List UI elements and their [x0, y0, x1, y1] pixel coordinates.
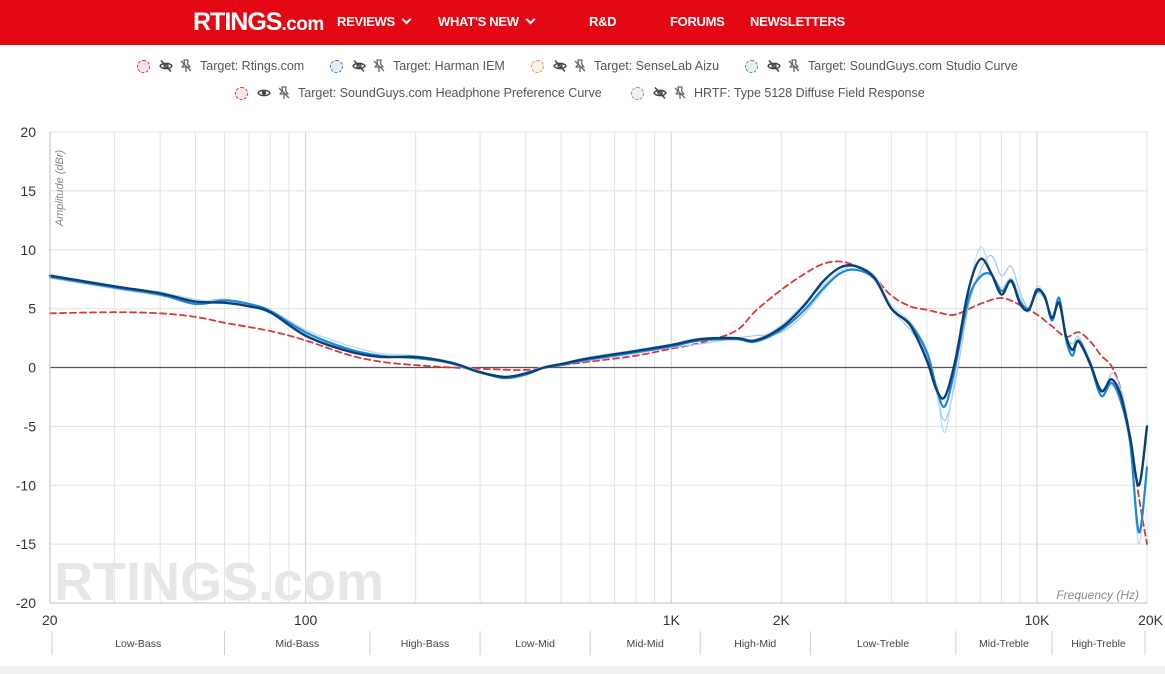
chart-bands: Low-Bass Mid-Bass High-Bass Low-Mid Mid-Mid H… [51, 631, 1146, 655]
y-tick-label: -15 [16, 536, 36, 552]
nav-rnd-label: R&D [589, 14, 617, 29]
nav-newsletters[interactable]: NEWSLETTERS [750, 14, 845, 29]
series-line-light-2 [49, 246, 1148, 545]
band-label: High-Mid [734, 638, 776, 650]
legend-label: Target: Rtings.com [200, 59, 305, 73]
pin-off-icon[interactable] [371, 58, 387, 74]
logo-suffix: .com [281, 14, 324, 35]
legend-item-rtings[interactable]: Target: Rtings.com [137, 56, 304, 76]
pin-off-icon[interactable] [572, 58, 588, 74]
top-nav-bar: RTINGS.com REVIEWS WHAT'S NEW R&D FORUMS… [0, 0, 1165, 45]
legend-label: Target: SoundGuys.com Headphone Preferen… [298, 86, 602, 100]
legend-item-harman[interactable]: Target: Harman IEM [330, 56, 505, 76]
eye-slash-icon[interactable] [552, 58, 568, 74]
y-tick-label: -10 [16, 477, 36, 493]
x-tick-label: 2K [773, 612, 791, 628]
legend-swatch [745, 59, 758, 73]
legend-swatch [137, 59, 150, 73]
series-line-dark-4 [48, 257, 1149, 487]
band-label: Low-Mid [515, 638, 555, 650]
x-tick-label: 100 [294, 612, 318, 628]
eye-slash-icon[interactable] [652, 85, 668, 101]
x-tick-label: 20K [1138, 612, 1164, 628]
rtings-logo[interactable]: RTINGS.com [193, 8, 324, 37]
pin-off-icon[interactable] [672, 85, 688, 101]
y-tick-label: -20 [16, 595, 36, 611]
nav-forums[interactable]: FORUMS [670, 14, 725, 29]
frequency-response-chart: RTINGS.com -20 -15 -10 -5 0 5 10 15 20 20 100 1K 2K 1… [16, 124, 1164, 655]
y-tick-label: 10 [20, 242, 36, 258]
nav-reviews[interactable]: REVIEWS [337, 14, 412, 29]
y-tick-label: 5 [28, 301, 36, 317]
legend-swatch [235, 86, 248, 100]
nav-newsletters-label: NEWSLETTERS [750, 14, 845, 29]
y-tick-label: -5 [24, 418, 37, 434]
series-line-light-1 [49, 255, 1148, 533]
pin-off-icon[interactable] [786, 58, 802, 74]
legend-item-senselab[interactable]: Target: SenseLab Aizu [531, 56, 719, 76]
y-tick-label: 0 [28, 360, 36, 376]
legend-swatch [531, 59, 544, 73]
chevron-down-icon [401, 14, 412, 25]
legend-label: Target: SenseLab Aizu [594, 59, 720, 73]
y-tick-label: 20 [20, 124, 36, 140]
legend-row-2: Target: SoundGuys.com Headphone Preferen… [0, 83, 1165, 103]
band-label: Low-Bass [115, 638, 161, 650]
chevron-down-icon [525, 14, 536, 25]
series-line-target-0 [49, 260, 1148, 545]
band-label: Mid-Bass [275, 638, 319, 650]
chart-watermark: RTINGS.com [54, 552, 384, 612]
legend-item-hrtf-5128[interactable]: HRTF: Type 5128 Diffuse Field Response [631, 83, 925, 103]
chart-grid [49, 131, 1148, 604]
eye-slash-icon[interactable] [351, 58, 367, 74]
footer-strip [0, 666, 1165, 674]
pin-off-icon[interactable] [276, 85, 292, 101]
nav-rnd[interactable]: R&D [589, 14, 617, 29]
legend-swatch [330, 59, 343, 73]
band-label: High-Treble [1071, 638, 1126, 650]
nav-whats-new-label: WHAT'S NEW [438, 14, 519, 29]
y-axis-label: Amplitude (dBr) [54, 149, 66, 227]
nav-whats-new[interactable]: WHAT'S NEW [438, 14, 536, 29]
x-axis-label: Frequency (Hz) [1056, 588, 1139, 602]
eye-slash-icon[interactable] [158, 58, 174, 74]
chart-axes: -20 -15 -10 -5 0 5 10 15 20 20 100 1K 2K 10K 20K [16, 124, 1164, 628]
legend-swatch [631, 86, 644, 100]
band-label: Mid-Treble [979, 638, 1029, 650]
legend-item-soundguys-preference[interactable]: Target: SoundGuys.com Headphone Preferen… [235, 83, 602, 103]
legend-label: Target: Harman IEM [393, 59, 505, 73]
chart-series [48, 246, 1149, 545]
legend-item-soundguys-studio[interactable]: Target: SoundGuys.com Studio Curve [745, 56, 1018, 76]
legend-label: HRTF: Type 5128 Diffuse Field Response [694, 86, 925, 100]
eye-slash-icon[interactable] [766, 58, 782, 74]
logo-main: RTINGS [193, 8, 282, 36]
band-label: Low-Treble [857, 638, 909, 650]
x-tick-label: 10K [1024, 612, 1050, 628]
band-label: High-Bass [401, 638, 449, 650]
nav-reviews-label: REVIEWS [337, 14, 395, 29]
pin-off-icon[interactable] [178, 58, 194, 74]
legend-row-1: Target: Rtings.com Target: Harman IEM Ta… [0, 56, 1165, 76]
nav-forums-label: FORUMS [670, 14, 725, 29]
x-tick-label: 20 [42, 612, 58, 628]
eye-icon[interactable] [256, 85, 272, 101]
band-label: Mid-Mid [627, 638, 664, 650]
y-tick-label: 15 [20, 183, 36, 199]
legend-label: Target: SoundGuys.com Studio Curve [808, 59, 1018, 73]
x-tick-label: 1K [663, 612, 681, 628]
